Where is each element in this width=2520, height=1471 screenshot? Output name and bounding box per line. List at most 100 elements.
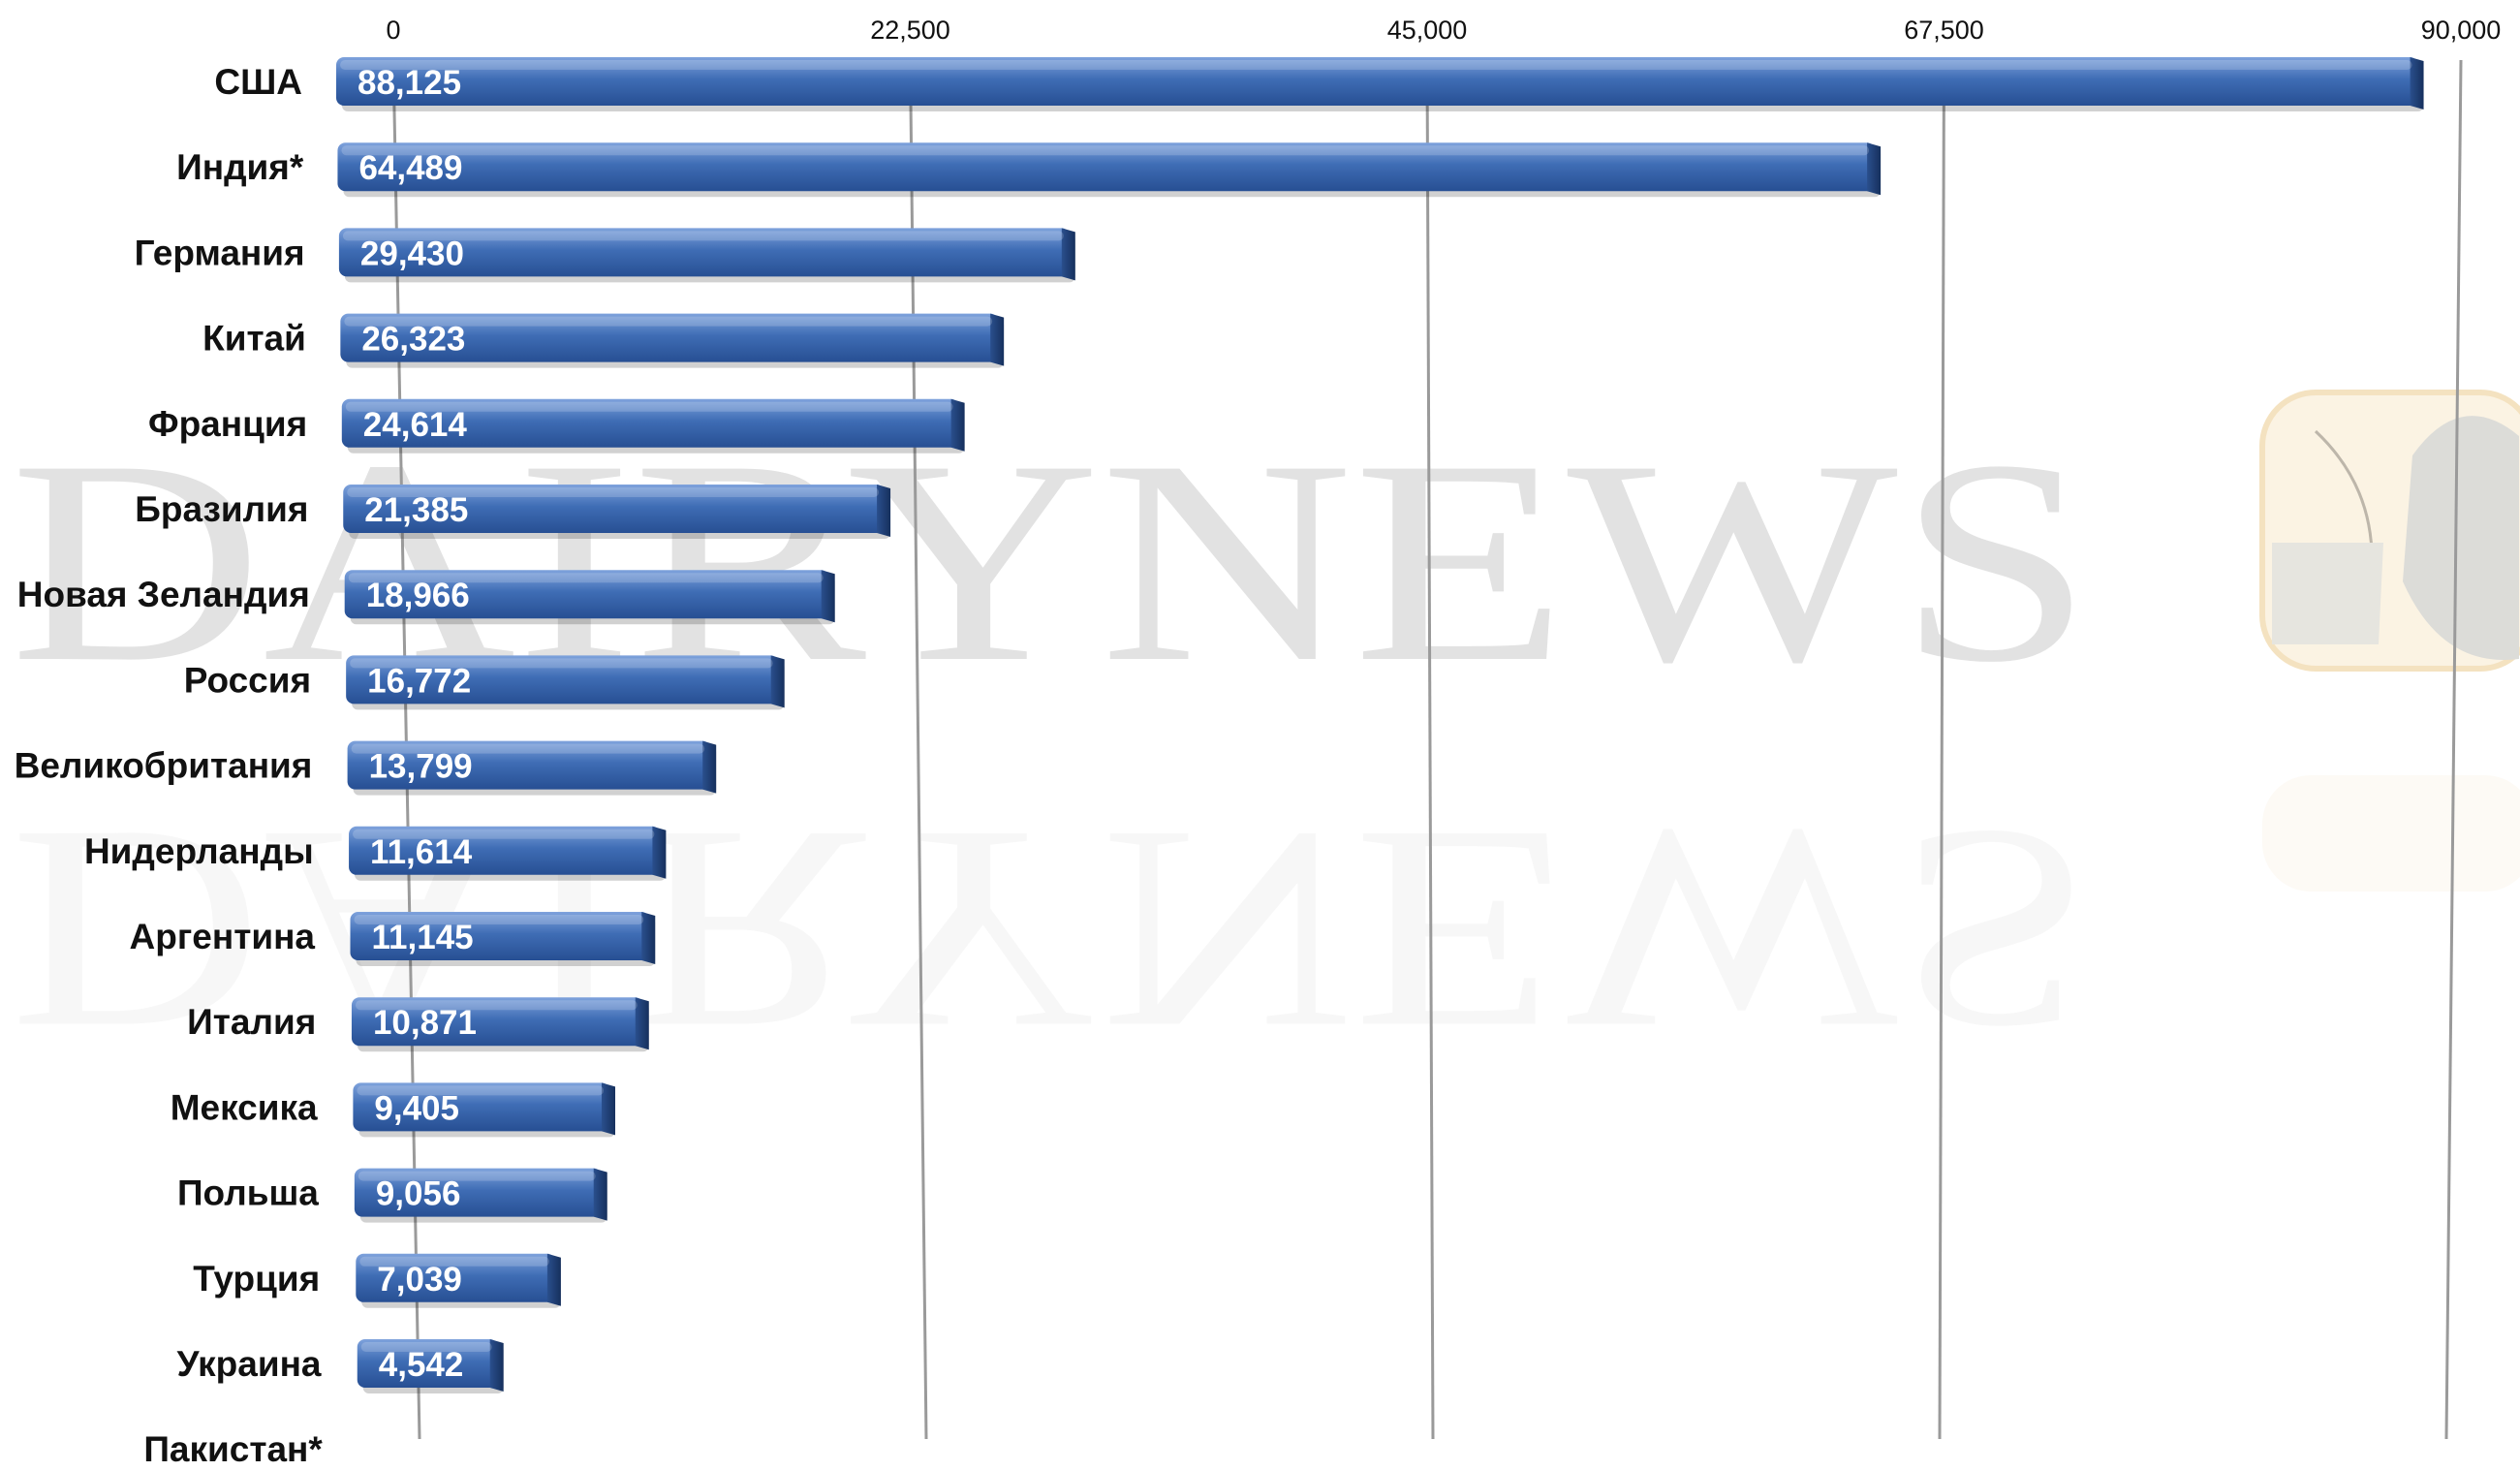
category-label: Италия bbox=[187, 1002, 316, 1042]
bar-end-cap bbox=[2410, 57, 2424, 110]
bar-end-cap bbox=[602, 1082, 616, 1136]
value-label: 9,056 bbox=[376, 1175, 461, 1213]
bar-end-cap bbox=[950, 398, 965, 452]
bar: 29,430 bbox=[338, 228, 1075, 283]
bar-body bbox=[349, 826, 661, 875]
bar-body bbox=[340, 313, 999, 362]
bar-body bbox=[338, 228, 1070, 277]
bar: 24,614 bbox=[341, 398, 965, 454]
bar-end-cap bbox=[641, 912, 656, 964]
bar: 9,405 bbox=[353, 1082, 616, 1138]
bar: 10,871 bbox=[351, 997, 649, 1052]
bar-end-cap bbox=[877, 485, 891, 537]
gridline bbox=[2444, 59, 2463, 1440]
value-label: 18,966 bbox=[366, 577, 470, 614]
bar-highlight bbox=[348, 573, 824, 583]
x-tick-label: 0 bbox=[386, 16, 400, 45]
bar-highlight bbox=[350, 658, 773, 669]
category-label: Великобритания bbox=[15, 746, 313, 786]
value-label: 64,489 bbox=[358, 149, 462, 187]
bar: 7,039 bbox=[356, 1253, 561, 1308]
bar-highlight bbox=[355, 1000, 638, 1011]
value-label: 10,871 bbox=[373, 1004, 477, 1042]
category-label: Аргентина bbox=[130, 917, 316, 956]
bar-body bbox=[336, 57, 2418, 106]
bar-body bbox=[357, 1339, 498, 1388]
gridline bbox=[1425, 59, 1435, 1440]
bar-body bbox=[350, 912, 650, 960]
bar-body bbox=[353, 1082, 610, 1132]
bar: 18,966 bbox=[344, 570, 835, 625]
bar: 9,056 bbox=[354, 1168, 607, 1223]
bar-end-cap bbox=[770, 655, 785, 708]
bar-body bbox=[346, 655, 779, 704]
bar-body bbox=[354, 1168, 602, 1217]
bar: 16,772 bbox=[346, 655, 785, 710]
bar-highlight bbox=[360, 1342, 492, 1352]
bar-end-cap bbox=[593, 1168, 607, 1221]
category-label: Франция bbox=[148, 404, 307, 444]
bar-end-cap bbox=[702, 740, 717, 794]
bar-body bbox=[341, 398, 959, 448]
category-label: Индия* bbox=[176, 147, 304, 187]
bar-highlight bbox=[345, 401, 953, 412]
category-label: Турция bbox=[193, 1259, 320, 1299]
bar-end-cap bbox=[1061, 228, 1075, 281]
bar-highlight bbox=[351, 743, 705, 754]
value-label: 26,323 bbox=[361, 321, 465, 359]
category-label: Нидерланды bbox=[84, 831, 314, 871]
category-label: Китай bbox=[202, 319, 306, 359]
bar-body bbox=[343, 485, 886, 533]
category-label: Россия bbox=[184, 660, 311, 700]
bar-highlight bbox=[359, 1256, 549, 1267]
bar: 13,799 bbox=[347, 740, 717, 796]
bar-end-cap bbox=[546, 1253, 561, 1306]
bar-end-cap bbox=[990, 313, 1005, 366]
value-label: 88,125 bbox=[358, 64, 461, 102]
bar: 4,542 bbox=[357, 1339, 504, 1393]
value-label: 29,430 bbox=[360, 235, 464, 272]
category-label: Новая Зеландия bbox=[17, 575, 310, 614]
category-label: Украина bbox=[177, 1344, 322, 1384]
value-label: 11,145 bbox=[372, 919, 474, 956]
x-tick-label: 45,000 bbox=[1387, 16, 1468, 45]
value-label: 4,542 bbox=[379, 1346, 464, 1384]
bar-highlight bbox=[357, 1085, 605, 1096]
bars: 88,125 64,489 29,430 26,323 24,614 21,385 18,9… bbox=[336, 57, 2424, 1393]
bar-end-cap bbox=[1867, 142, 1882, 196]
category-label: Мексика bbox=[171, 1087, 318, 1127]
bar: 21,385 bbox=[343, 485, 891, 539]
bar-highlight bbox=[341, 145, 1870, 156]
bar-highlight bbox=[353, 829, 655, 839]
x-tick-label: 90,000 bbox=[2421, 16, 2502, 45]
bar-body bbox=[356, 1253, 555, 1302]
bar-body bbox=[347, 740, 711, 790]
x-tick-label: 22,500 bbox=[870, 16, 950, 45]
bar-highlight bbox=[354, 915, 644, 924]
bar-end-cap bbox=[489, 1339, 504, 1392]
value-label: 9,405 bbox=[374, 1089, 459, 1127]
value-label: 24,614 bbox=[363, 406, 468, 444]
bar: 64,489 bbox=[337, 142, 1882, 198]
bar-end-cap bbox=[635, 997, 649, 1050]
x-axis-ticks: 0 22,500 45,000 67,500 90,000 bbox=[386, 16, 2501, 45]
bar-highlight bbox=[342, 231, 1064, 241]
value-label: 13,799 bbox=[369, 748, 473, 786]
bar-body bbox=[344, 570, 829, 619]
bar: 26,323 bbox=[340, 313, 1005, 368]
bar-highlight bbox=[340, 60, 2412, 70]
bar-body bbox=[351, 997, 643, 1047]
value-label: 21,385 bbox=[364, 491, 468, 529]
bar-highlight bbox=[344, 316, 993, 327]
bar-highlight bbox=[358, 1171, 596, 1181]
gridline bbox=[1938, 59, 1945, 1440]
value-label: 7,039 bbox=[377, 1261, 462, 1299]
category-label: Германия bbox=[135, 233, 305, 272]
category-label: Бразилия bbox=[135, 489, 308, 529]
category-label: Польша bbox=[177, 1174, 319, 1213]
gridline bbox=[909, 59, 928, 1440]
bar-highlight bbox=[347, 487, 880, 497]
category-labels: США Индия* Германия Китай Франция Бразилия Нов… bbox=[15, 62, 324, 1469]
